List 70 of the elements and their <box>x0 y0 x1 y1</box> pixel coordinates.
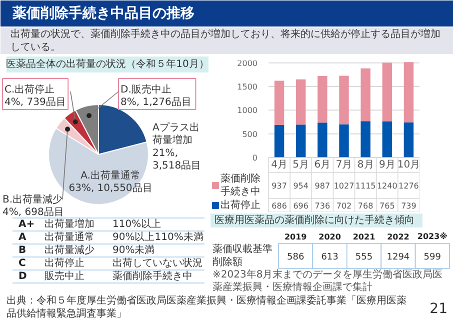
text: A <box>18 232 26 243</box>
data-label: 954 <box>293 182 309 190</box>
data-label: 555 <box>355 252 373 262</box>
slice-label: A.出荷量通常 <box>80 170 140 182</box>
data-label: 1276 <box>398 182 419 190</box>
x-tick-label: 6月 <box>314 160 331 170</box>
data-label: 987 <box>314 182 330 190</box>
x-tick-label: 9月 <box>378 160 396 170</box>
text: 110%以上 <box>112 218 162 230</box>
x-tick-label: 10月 <box>397 160 420 170</box>
y-tick-label: 500 <box>242 130 258 139</box>
text: 出荷量の状況で、薬価削除手続き中の品目が増加しており、将来的に供給が停止する品目が増加している。 <box>10 28 440 53</box>
data-label: 768 <box>358 202 374 210</box>
x-tick-label: 2023※ <box>417 232 448 241</box>
data-label: 4%, 739品目 <box>4 97 66 108</box>
data-label: 8%, 1,276品目 <box>120 97 192 108</box>
text: C <box>18 258 26 269</box>
x-tick-label: 2021 <box>352 232 376 242</box>
x-tick-label: 2020 <box>318 232 342 242</box>
data-label: 1294 <box>386 252 410 262</box>
text: 出荷していない状況 <box>112 257 202 269</box>
annotation: ※2023年8月末までのデータを厚生労働省医政局医薬産業振興・医療情報企画課で集計 <box>212 268 443 294</box>
x-tick-label: 2019 <box>284 232 308 242</box>
data-label: 63%, 10,550品目 <box>68 183 152 194</box>
text: 出荷量増加 <box>44 218 94 230</box>
y-tick-label: 0 <box>252 154 258 162</box>
legend-label: 薬価削除手続き中 <box>220 172 260 198</box>
x-tick-label: 4月 <box>271 160 288 170</box>
x-tick-label: 5月 <box>292 160 310 170</box>
text: 出荷量通常 <box>44 231 94 243</box>
data-label: 1027 <box>334 182 354 190</box>
slice-label: C.出荷停止 <box>4 84 55 96</box>
data-label: 599 <box>424 252 442 262</box>
data-label: 736 <box>314 202 330 210</box>
data-label: 613 <box>321 252 338 262</box>
y-tick-label: 1500 <box>237 82 258 92</box>
slice-label: Aプラス出荷量増加 <box>152 122 200 146</box>
x-tick-label: 2022 <box>387 232 410 242</box>
data-label: 696 <box>293 202 309 210</box>
data-label: 702 <box>336 202 352 210</box>
data-label: 1115 <box>355 182 376 190</box>
data-label: 1240 <box>376 182 398 190</box>
x-tick-label: 8月 <box>357 160 374 170</box>
legend-label: 出荷停止 <box>220 199 260 211</box>
text: D <box>18 271 27 282</box>
y-tick-label: 1000 <box>237 106 258 116</box>
y-tick-label: 薬価収載基準削除額 <box>212 243 272 268</box>
data-label: 937 <box>272 182 287 190</box>
x-tick-label: 7月 <box>336 160 352 170</box>
text: 90%以上110%未満 <box>112 231 204 243</box>
text: 90%未満 <box>112 244 155 256</box>
chart-title: 医療用医薬品の薬価削除に向けた手続き傾向 <box>214 214 414 226</box>
data-label: 765 <box>380 202 395 210</box>
text: 出荷停止 <box>44 257 84 269</box>
text: 21 <box>430 301 448 317</box>
slice-label: B.出荷量減少 <box>2 194 63 206</box>
text: 薬価削除手続き中 <box>112 270 192 282</box>
text: A+ <box>18 219 35 230</box>
data-label: 686 <box>272 202 287 210</box>
text: B <box>18 245 26 256</box>
data-label: 21%, 3,518品目 <box>152 148 202 172</box>
data-label: 4%, 698品目 <box>2 207 64 218</box>
data-label: 739 <box>401 202 416 210</box>
data-label: 586 <box>287 252 304 262</box>
chart-title: 医薬品全体の出荷量の状況（令和５年10月） <box>6 58 209 70</box>
source-note: 出典：令和５年度厚生労働省医政局医薬産業振興・医療情報企画課委託事業「医療用医薬品供給情報緊急調査事業」 <box>6 294 406 320</box>
slice-label: D.販売中止 <box>120 84 172 96</box>
text: 薬価削除手続き中品目の推移 <box>12 4 194 22</box>
text: 出荷量減少 <box>44 244 94 256</box>
text: 販売中止 <box>44 270 84 282</box>
